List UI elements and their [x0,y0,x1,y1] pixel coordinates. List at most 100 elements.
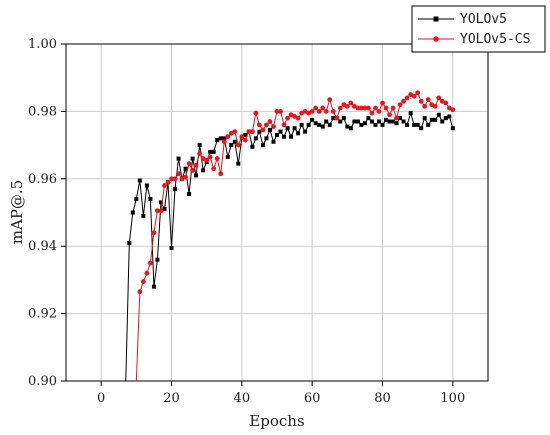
data-point-yolov5-cs [211,166,217,172]
data-point-yolov5-cs [155,208,160,214]
data-point-yolov5 [253,136,258,141]
data-point-yolov5 [387,119,392,124]
data-point-yolov5 [197,143,202,148]
data-point-yolov5 [384,117,389,122]
x-tick-label: 20 [163,391,180,406]
data-point-yolov5-cs [235,142,241,148]
data-point-yolov5-cs [183,174,188,180]
data-point-yolov5-cs [418,98,424,104]
data-point-yolov5 [408,111,413,116]
data-point-yolov5-cs [320,105,326,111]
data-point-yolov5 [141,213,146,218]
data-point-yolov5 [450,126,455,131]
data-point-yolov5-cs [309,109,315,114]
data-point-yolov5 [257,129,262,134]
data-point-yolov5 [211,149,216,154]
data-point-yolov5-cs [366,105,371,111]
data-point-yolov5-cs [172,176,178,182]
data-point-yolov5 [187,191,192,196]
legend-marker-yolov5-cs [433,36,439,42]
data-point-yolov5 [215,138,220,143]
plot-frame [65,43,489,382]
data-point-yolov5-cs [278,109,283,114]
data-point-yolov5 [352,119,357,124]
data-point-yolov5-cs [281,122,287,128]
data-point-yolov5-cs [239,134,245,140]
data-point-yolov5-cs [313,105,319,111]
data-point-yolov5 [359,122,364,127]
data-point-yolov5 [292,126,297,131]
data-point-yolov5-cs [397,102,403,108]
legend-label-yolov5-cs: YOLOv5-CS [460,32,530,47]
data-point-yolov5 [225,154,230,159]
data-point-yolov5-cs [176,171,181,177]
data-point-yolov5 [208,149,213,154]
x-axis: 0 20 40 60 80 100 [97,381,465,406]
series-line-yolov5 [125,111,454,382]
grid-lines [66,43,488,382]
data-point-yolov5-cs [186,161,192,167]
data-point-yolov5 [260,143,265,148]
legend-box [411,5,546,53]
data-point-yolov5 [369,119,374,124]
data-point-yolov5-cs [383,105,389,111]
data-point-yolov5 [362,121,367,126]
data-point-yolov5 [271,139,276,144]
data-point-yolov5 [151,284,156,289]
data-point-yolov5 [313,121,318,126]
data-point-yolov5 [436,112,441,117]
data-point-yolov5-cs [162,183,167,188]
data-point-yolov5-cs [443,100,449,106]
data-point-yolov5 [176,156,181,161]
data-point-yolov5 [345,124,350,129]
data-point-yolov5 [415,122,420,127]
data-point-yolov5-cs [390,105,396,111]
data-point-yolov5-cs [249,129,255,135]
data-point-yolov5-cs [334,115,340,121]
data-point-yolov5 [401,119,406,124]
data-point-yolov5-cs [165,179,171,185]
data-point-yolov5-cs [285,115,290,121]
data-point-yolov5-cs [432,103,438,109]
data-point-yolov5-cs [327,97,333,103]
data-point-yolov5-cs [344,103,350,109]
data-point-yolov5 [355,119,360,124]
data-point-yolov5-cs [425,97,431,103]
data-point-yolov5 [264,136,269,141]
data-point-yolov5-cs [140,279,146,284]
data-point-yolov5 [331,116,336,121]
legend: YOLOv5 YOLOv5-CS [411,5,546,53]
data-point-yolov5 [380,122,385,127]
data-point-yolov5-cs [242,137,248,143]
data-point-yolov5-cs [415,90,421,96]
y-tick-label: 0.92 [28,307,57,322]
data-point-yolov5 [296,131,301,136]
data-point-yolov5-cs [151,230,157,236]
data-point-yolov5-cs [348,100,354,106]
data-point-yolov5 [447,114,452,119]
data-point-yolov5 [162,207,167,212]
y-tick-label: 0.94 [28,239,57,254]
data-point-yolov5 [278,129,283,134]
data-point-yolov5 [376,119,381,124]
data-point-yolov5-cs [404,95,410,101]
data-point-yolov5-cs [148,260,153,266]
x-tick-label: 80 [374,391,391,406]
data-point-yolov5 [137,178,142,183]
data-point-yolov5-cs [355,105,361,111]
data-point-yolov5-cs [218,171,224,177]
data-point-yolov5 [398,116,403,121]
data-point-yolov5-cs [246,129,252,135]
x-axis-title: Epochs [249,412,304,430]
data-point-yolov5-cs [137,289,143,295]
data-point-yolov5 [433,117,438,122]
data-point-yolov5-cs [193,162,199,168]
data-point-yolov5-cs [274,109,280,114]
y-axis-title: mAP@.5 [8,180,26,244]
data-point-yolov5 [229,143,234,148]
data-point-yolov5 [190,156,195,161]
data-point-yolov5 [155,257,160,262]
data-point-yolov5 [422,116,427,121]
data-point-yolov5-cs [295,115,301,121]
